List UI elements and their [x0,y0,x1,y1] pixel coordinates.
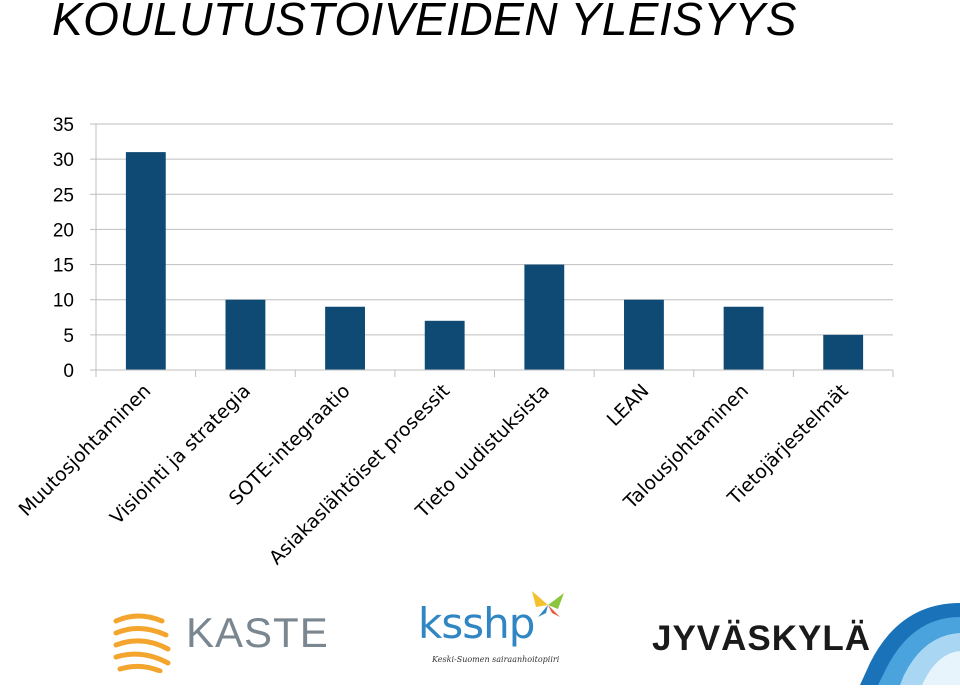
x-category-label: Asiakaslähtöiset prosessit [265,380,454,569]
bar-chart: 0 5 10 15 20 25 30 35 MuutosjohtaminenVisiointi… [15,115,894,569]
y-tick-label: 15 [53,256,74,277]
bar-4 [424,320,465,370]
bars [125,152,864,370]
x-category-label: LEAN [603,380,654,431]
jyvaskyla-logo: JYVÄSKYLÄ [652,619,872,658]
kaste-sun-icon [113,613,171,674]
slide-title: KOULUTUSTOIVEIDEN YLEISYYS [52,0,797,45]
bar-6 [624,299,664,370]
y-tick-label: 35 [53,115,74,136]
bar-8 [823,334,864,370]
footer-logos: KASTE ksshp Keski-Suomen sairaanhoitopii… [0,585,960,685]
y-tick-label: 30 [53,150,74,171]
y-tick-label: 20 [53,220,74,241]
grid-lines [90,123,893,371]
x-axis [95,369,894,377]
bar-3 [325,306,365,370]
kaste-logo: KASTE [112,609,328,674]
ksshp-logo: ksshp Keski-Suomen sairaanhoitopiiri [418,587,578,677]
bar-5 [524,264,565,370]
ksshp-wordmark: ksshp [418,599,535,648]
butterfly-icon [532,591,564,617]
kaste-wordmark: KASTE [186,609,329,656]
bar-7 [723,306,764,370]
y-tick-label: 5 [63,326,74,347]
wave-logo-icon [860,593,960,685]
y-tick-label: 10 [53,291,74,312]
bar-1 [125,152,166,370]
y-axis-tick-labels: 0 5 10 15 20 25 30 35 [53,115,74,382]
y-tick-label: 25 [53,185,74,206]
ksshp-subtitle: Keski-Suomen sairaanhoitopiiri [432,655,560,664]
bar-2 [225,299,266,370]
y-tick-label: 0 [63,361,74,382]
